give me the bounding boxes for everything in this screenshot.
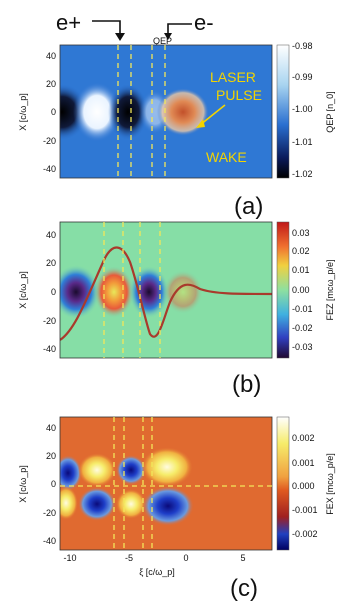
wake-annotation: WAKE [206, 149, 247, 165]
panel-c-ytick: -40 [43, 536, 56, 546]
panel-a-ylabel: X [c/ω_p] [18, 93, 28, 131]
panel-b-cbar-tick: 0.03 [292, 228, 310, 238]
small-qep-label: QEP [153, 36, 172, 46]
panel-a-colorbar-label: QEP [n_0] [325, 91, 335, 132]
panel-a-cbar-tick: -1.00 [292, 104, 313, 114]
panel-a: LASER PULSE WAKE 40 20 0 -20 -40 X [c/ω_… [18, 41, 335, 220]
panel-c-label: (c) [230, 575, 258, 602]
panel-b-cbar-tick: -0.03 [292, 342, 313, 352]
laser-pointer-arrowhead-icon [196, 119, 205, 128]
panel-c-xtick: 0 [183, 553, 188, 563]
panel-c-dashed-lines [60, 417, 272, 550]
positron-arrow [92, 20, 121, 33]
panel-b-ytick: 20 [46, 258, 56, 268]
panel-b-ytick: 0 [51, 287, 56, 297]
panel-a-laser-pulse [157, 88, 209, 136]
panel-c-xlabel: ξ [c/ω_p] [139, 567, 175, 577]
panel-b-ytick: 40 [46, 230, 56, 240]
panel-b-colorbar-label: FEZ [mcω_p/e] [325, 259, 335, 320]
panel-a-cbar-tick: -1.01 [292, 137, 313, 147]
panel-b-cbar-tick: 0.01 [292, 265, 310, 275]
panel-c-blob [60, 486, 78, 520]
panel-c-cbar-tick: 0.000 [292, 481, 315, 491]
panel-b-yellow-blob [94, 266, 134, 318]
panel-c-xtick: -10 [63, 553, 76, 563]
electron-arrowhead-icon [164, 33, 172, 40]
panel-b: 40 20 0 -20 -40 X [c/ω_p] 0.03 0.02 0.01… [18, 221, 335, 398]
panel-c-xtick: -5 [125, 553, 133, 563]
panel-b-yticks: 40 20 0 -20 -40 [43, 230, 56, 354]
panel-a-dashed-lines [117, 45, 166, 178]
panel-b-frame [59, 221, 273, 359]
panel-a-ytick: -40 [43, 164, 56, 174]
panel-c-frame [59, 416, 273, 551]
panel-a-yticks: 40 20 0 -20 -40 [43, 51, 56, 174]
positron-label: e+ [56, 10, 81, 35]
panel-c-cbar-tick: 0.002 [292, 433, 315, 443]
panel-c: 40 20 0 -20 -40 -10 -5 0 5 ξ [c/ω_p] X [… [18, 416, 335, 602]
panel-b-cbar-tick: 0.02 [292, 246, 310, 256]
panel-c-xticks: -10 -5 0 5 [63, 553, 245, 563]
electron-arrow [167, 23, 192, 33]
panel-c-colorbar-label: FEX [mcω_p/e] [325, 453, 335, 515]
panel-a-cbar-tick: -0.99 [292, 72, 313, 82]
figure-header: e+ e- QEP [56, 10, 214, 46]
panel-c-colorbar-ticks: 0.002 0.001 0.000 -0.001 -0.002 [292, 433, 318, 539]
panel-c-ytick: 40 [46, 423, 56, 433]
panel-a-cbar-tick: -1.02 [292, 169, 313, 179]
panel-c-xtick: 5 [240, 553, 245, 563]
laser-annotation: LASER [210, 69, 256, 85]
panel-b-cbar-tick: -0.01 [292, 304, 313, 314]
panel-c-ytick: 0 [51, 479, 56, 489]
panel-b-ylabel: X [c/ω_p] [18, 271, 28, 309]
panel-b-dashed-lines [103, 222, 161, 358]
panel-c-ytick: -20 [43, 508, 56, 518]
panel-b-purple-blob-left [60, 265, 100, 319]
panel-a-cbar-tick: -0.98 [292, 41, 313, 51]
panel-b-colorbar [276, 221, 290, 359]
panel-a-colorbar-ticks: -0.98 -0.99 -1.00 -1.01 -1.02 [292, 41, 313, 179]
panel-c-cbar-tick: -0.001 [292, 505, 318, 515]
laser-pointer-line [199, 104, 226, 126]
panel-a-ytick: 0 [51, 107, 56, 117]
positron-arrowhead-icon [115, 33, 125, 41]
panel-b-cbar-tick: -0.02 [292, 323, 313, 333]
panel-b-purple-blob [129, 266, 169, 318]
panel-c-colorbar [276, 416, 290, 551]
panel-c-cbar-tick: 0.001 [292, 458, 315, 468]
panel-c-cbar-tick: -0.002 [292, 529, 318, 539]
panel-b-colorbar-ticks: 0.03 0.02 0.01 0.00 -0.01 -0.02 -0.03 [292, 228, 313, 352]
panel-b-label: (b) [232, 371, 261, 398]
panel-a-ytick: 20 [46, 79, 56, 89]
panel-c-yticks: 40 20 0 -20 -40 [43, 423, 56, 546]
panel-a-ytick: -20 [43, 136, 56, 146]
panel-b-yellow-blob-right [163, 270, 203, 314]
panel-c-blob [142, 486, 194, 526]
panel-c-blob [141, 447, 193, 487]
panel-c-ylabel: X [c/ω_p] [18, 465, 28, 503]
panel-c-ytick: 20 [46, 451, 56, 461]
panel-a-white-bubble [73, 82, 121, 142]
panel-b-ytick: -20 [43, 316, 56, 326]
electron-label: e- [194, 10, 214, 35]
panel-b-cbar-tick: 0.00 [292, 285, 310, 295]
panel-a-ytick: 40 [46, 51, 56, 61]
panel-b-field-curve [60, 246, 272, 341]
pulse-annotation: PULSE [216, 87, 262, 103]
panel-a-frame [59, 44, 273, 179]
panel-b-ytick: -40 [43, 344, 56, 354]
panel-c-blob [116, 489, 146, 519]
panel-c-blob [78, 487, 116, 521]
panel-c-blob [78, 453, 116, 487]
panel-a-colorbar [276, 44, 290, 179]
panel-c-blob [60, 455, 82, 491]
panel-a-label: (a) [234, 193, 263, 220]
